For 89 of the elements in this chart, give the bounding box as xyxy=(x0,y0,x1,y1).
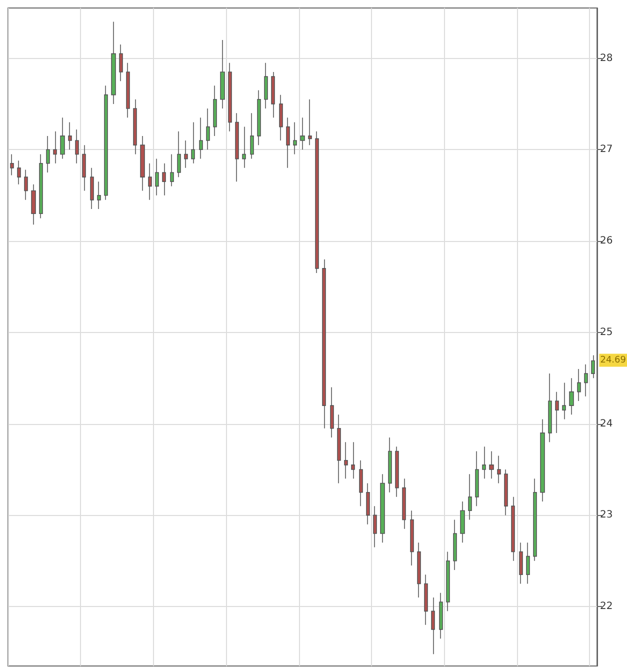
candlestick xyxy=(177,130,181,178)
candlestick xyxy=(39,154,43,219)
candlestick xyxy=(482,446,486,480)
candlestick xyxy=(46,136,50,173)
y-tick-label: 23 xyxy=(600,510,613,521)
y-tick-label: 22 xyxy=(600,601,613,612)
candlestick xyxy=(148,162,152,200)
candlestick xyxy=(439,592,443,639)
candlestick xyxy=(155,158,159,196)
candlestick xyxy=(228,62,232,132)
candlestick xyxy=(191,122,195,164)
candlestick xyxy=(220,40,225,109)
candlestick xyxy=(344,442,348,480)
candlestick xyxy=(337,414,341,484)
candlestick xyxy=(431,597,435,655)
candlestick xyxy=(271,72,275,118)
candlestick xyxy=(242,126,246,168)
y-tick-label: 24 xyxy=(600,418,613,430)
candlestick xyxy=(497,455,501,484)
candlestick xyxy=(562,382,566,420)
candlestick xyxy=(519,542,523,584)
candlestick xyxy=(90,168,94,210)
candlestick xyxy=(279,94,283,141)
candlestick xyxy=(366,482,370,525)
candlestick xyxy=(206,108,210,150)
y-tick-label: 28 xyxy=(600,52,613,64)
candlestick xyxy=(584,364,588,397)
candlestick xyxy=(133,98,137,155)
candlestick xyxy=(308,98,312,146)
candlestick xyxy=(504,469,508,516)
candlestick xyxy=(104,85,108,200)
candlestick xyxy=(60,117,65,160)
candlestick xyxy=(97,181,101,210)
candlestick xyxy=(468,474,472,520)
candlestick xyxy=(162,162,166,196)
candlestick xyxy=(68,122,72,150)
candlestick xyxy=(300,117,305,150)
candlestick xyxy=(410,510,414,566)
candlestick xyxy=(569,378,574,416)
candlestick xyxy=(489,450,494,480)
candlestick xyxy=(577,368,581,402)
candlestick xyxy=(380,474,385,544)
candlestick xyxy=(548,373,552,442)
candlestick xyxy=(17,160,21,185)
candlestick xyxy=(330,386,334,438)
candlestick xyxy=(140,136,145,192)
candlestick xyxy=(170,154,174,187)
candlestick xyxy=(417,542,421,598)
candlestick xyxy=(453,519,457,570)
candlestick xyxy=(351,442,355,480)
candlestick xyxy=(119,44,123,82)
candlestick xyxy=(315,130,319,274)
candlestick xyxy=(213,85,217,136)
candlestick xyxy=(199,117,203,160)
candlestick xyxy=(82,144,86,192)
candlestick xyxy=(424,574,428,626)
candlestick xyxy=(264,62,268,109)
candlestick xyxy=(53,130,57,164)
candlestick xyxy=(257,90,261,146)
candlestick xyxy=(359,460,363,506)
candlestick xyxy=(126,62,130,118)
candlestick xyxy=(293,122,297,155)
candlestick xyxy=(388,437,392,493)
candlestick xyxy=(511,496,515,562)
candlestick xyxy=(31,184,36,225)
candlestick xyxy=(111,21,116,104)
candlestick xyxy=(446,551,450,612)
candlestick xyxy=(184,140,188,168)
candlestick xyxy=(373,506,377,548)
candlestick xyxy=(402,478,406,530)
candlestick xyxy=(286,117,290,168)
y-tick-label: 25 xyxy=(600,326,613,338)
candlestick xyxy=(460,501,465,544)
candlestick xyxy=(24,169,28,200)
candlestick xyxy=(322,258,326,429)
candlestick xyxy=(75,129,79,164)
candlestick xyxy=(591,354,595,379)
candlestick xyxy=(475,450,479,506)
candlestick xyxy=(235,112,239,182)
candlestick xyxy=(533,478,537,562)
annotation: 24.69 xyxy=(600,355,626,366)
candlestick xyxy=(395,446,399,498)
candlestick xyxy=(540,418,545,502)
candlestick xyxy=(555,391,559,434)
y-tick-label: 26 xyxy=(600,236,613,247)
candlestick xyxy=(250,112,254,160)
y-tick-label: 27 xyxy=(600,144,613,156)
candlestick xyxy=(10,154,14,176)
candlestick xyxy=(526,542,530,584)
